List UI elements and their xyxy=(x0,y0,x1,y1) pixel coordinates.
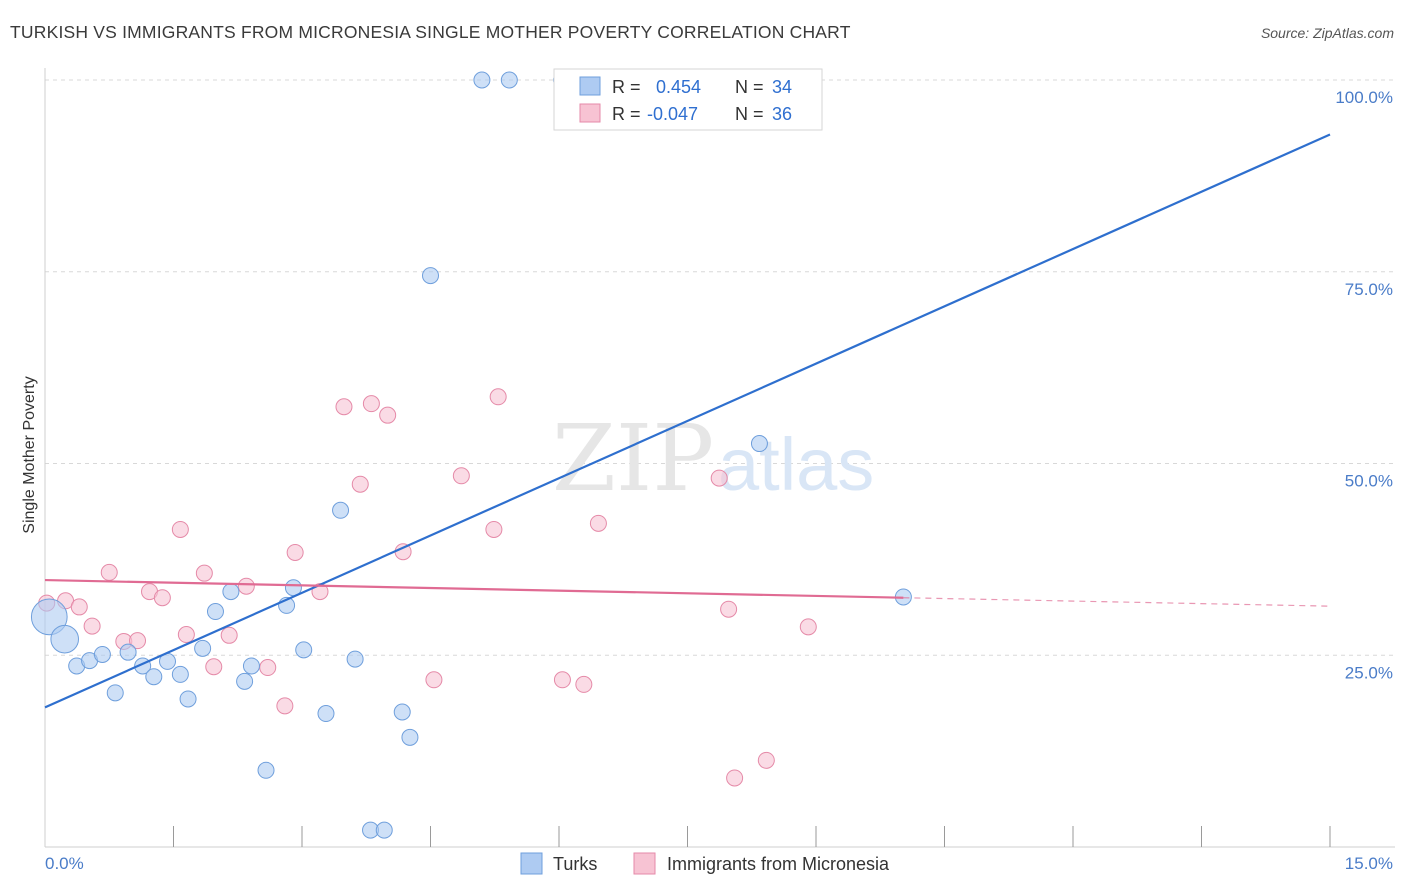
micronesia-point xyxy=(237,577,255,595)
series-turks-points xyxy=(30,71,912,839)
legend-turks-r-value: 0.454 xyxy=(656,77,701,97)
chart-source: Source: ZipAtlas.com xyxy=(1260,25,1394,41)
micronesia-point xyxy=(726,769,744,787)
micronesia-point xyxy=(379,406,397,424)
turks-point xyxy=(106,684,124,702)
bottom-legend-turks-label: Turks xyxy=(553,854,597,874)
y-tick-labels: 25.0% 50.0% 75.0% 100.0% xyxy=(1335,88,1393,682)
legend-micro-n-value: 36 xyxy=(772,104,792,124)
micronesia-point xyxy=(177,626,195,644)
legend-micro-n-label: N = xyxy=(735,104,764,124)
turks-point xyxy=(401,728,419,746)
gridlines xyxy=(45,79,1395,656)
trend-lines xyxy=(44,133,1331,709)
chart-title: TURKISH VS IMMIGRANTS FROM MICRONESIA SI… xyxy=(10,22,851,42)
watermark-zip: ZIP xyxy=(552,405,714,512)
micronesia-point xyxy=(757,751,775,769)
axes xyxy=(44,68,1395,848)
legend-turks-r-label: R = xyxy=(612,77,641,97)
turks-point xyxy=(295,641,313,659)
y-axis-title: Single Mother Poverty xyxy=(21,376,38,533)
series-legend: Turks Immigrants from Micronesia xyxy=(520,852,890,875)
legend-micro-swatch xyxy=(579,103,601,123)
watermark: ZIP atlas xyxy=(552,405,874,512)
turks-point xyxy=(375,821,393,839)
turks-point xyxy=(93,645,111,663)
micronesia-point xyxy=(83,617,101,635)
turks-point xyxy=(171,665,189,683)
turks-point xyxy=(145,668,163,686)
micronesia-point xyxy=(100,563,118,581)
y-tick-label: 75.0% xyxy=(1345,280,1393,299)
micronesia-trend-extension xyxy=(903,597,1331,607)
turks-point xyxy=(500,71,518,89)
turks-point xyxy=(206,603,224,621)
turks-point xyxy=(346,650,364,668)
micronesia-trend-line xyxy=(44,578,904,599)
micronesia-point xyxy=(799,618,817,636)
micronesia-point xyxy=(485,520,503,538)
micronesia-point xyxy=(425,671,443,689)
turks-point xyxy=(317,705,335,723)
micronesia-point xyxy=(351,475,369,493)
micronesia-point xyxy=(220,626,238,644)
micronesia-point xyxy=(720,600,738,618)
x-tick-label: 15.0% xyxy=(1345,854,1393,873)
turks-point xyxy=(332,501,350,519)
turks-point xyxy=(119,643,137,661)
micronesia-point xyxy=(205,658,223,676)
legend-micro-r-label: R = xyxy=(612,104,641,124)
turks-trend-line xyxy=(44,133,1331,709)
bottom-legend-turks-swatch xyxy=(520,852,543,875)
legend-turks-n-label: N = xyxy=(735,77,764,97)
micronesia-point xyxy=(276,697,294,715)
micronesia-point xyxy=(70,598,88,616)
turks-point xyxy=(422,267,439,285)
turks-point xyxy=(236,672,254,690)
legend-turks-n-value: 34 xyxy=(772,77,792,97)
micronesia-point xyxy=(452,467,470,485)
turks-point xyxy=(257,761,275,779)
micronesia-point xyxy=(553,671,571,689)
micronesia-point xyxy=(153,589,171,607)
x-tick-label: 0.0% xyxy=(45,854,84,873)
correlation-legend: R = 0.454 N = 34 R = -0.047 N = 36 xyxy=(553,68,823,131)
turks-point xyxy=(750,435,768,453)
x-tick-labels: 0.0% 15.0% xyxy=(45,854,1393,873)
bottom-legend-micro-label: Immigrants from Micronesia xyxy=(667,854,890,874)
legend-micro-r-value: -0.047 xyxy=(647,104,698,124)
micronesia-point xyxy=(286,543,304,561)
turks-point xyxy=(393,703,411,721)
micronesia-point xyxy=(489,388,507,406)
turks-point xyxy=(473,71,491,89)
turks-point xyxy=(194,639,212,657)
legend-turks-swatch xyxy=(579,76,601,96)
turks-point xyxy=(179,690,197,708)
micronesia-point xyxy=(710,469,728,487)
y-tick-label: 100.0% xyxy=(1335,88,1393,107)
y-tick-label: 50.0% xyxy=(1345,472,1393,491)
micronesia-point xyxy=(589,514,607,532)
y-tick-label: 25.0% xyxy=(1345,663,1393,682)
micronesia-point xyxy=(362,395,380,413)
turks-point xyxy=(30,598,68,636)
turks-point xyxy=(222,583,240,601)
micronesia-point xyxy=(335,398,353,416)
micronesia-point xyxy=(575,675,593,693)
turks-point xyxy=(242,657,260,675)
bottom-legend-micro-swatch xyxy=(633,852,656,875)
micronesia-point xyxy=(259,659,277,677)
watermark-atlas: atlas xyxy=(718,423,874,506)
micronesia-point xyxy=(171,520,189,538)
turks-point xyxy=(50,624,80,654)
micronesia-point xyxy=(195,564,213,582)
micronesia-point xyxy=(129,632,147,650)
